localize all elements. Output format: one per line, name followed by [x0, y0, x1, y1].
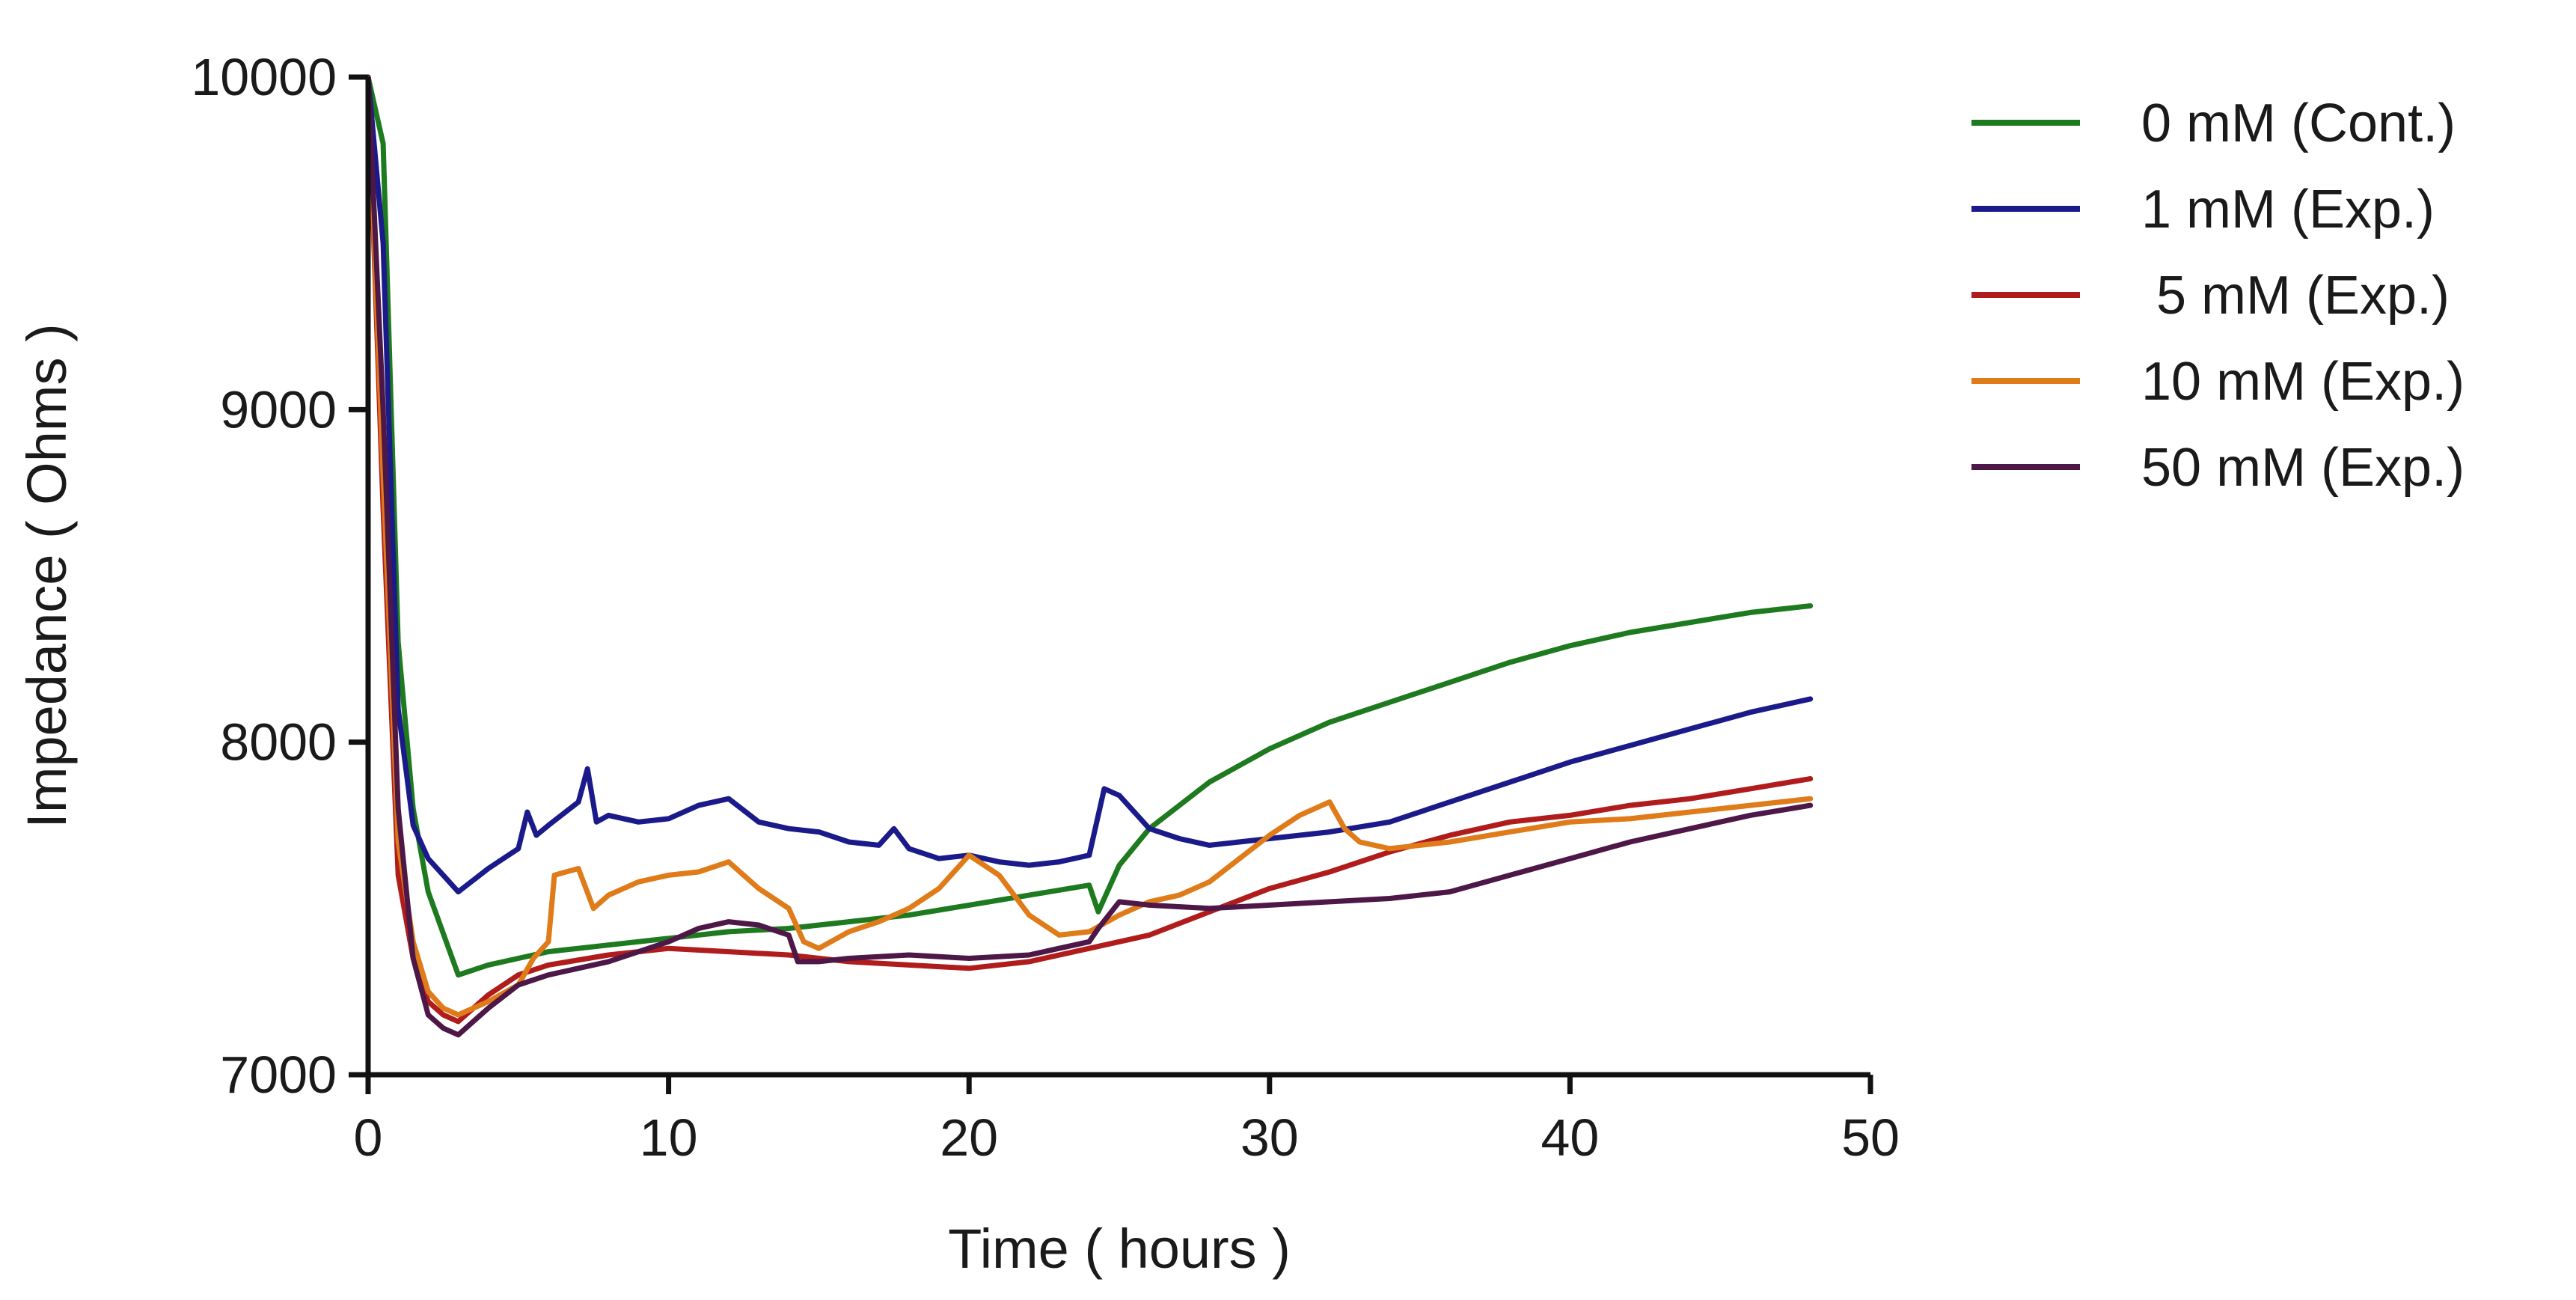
x-tick-label: 20 — [940, 1108, 998, 1167]
y-tick-label: 9000 — [220, 380, 337, 439]
y-tick-label: 8000 — [220, 713, 337, 772]
x-tick-label: 10 — [640, 1108, 698, 1167]
legend-item: 1 mM (Exp.) — [1971, 180, 2435, 239]
x-tick-label: 30 — [1240, 1108, 1299, 1167]
legend-item: 10 mM (Exp.) — [1971, 352, 2465, 412]
legend-item: 0 mM (Cont.) — [1971, 94, 2456, 153]
series-line-3 — [365, 74, 1814, 1018]
y-tick-label: 7000 — [220, 1046, 337, 1104]
y-tick-label: 10000 — [191, 48, 337, 106]
legend-label: 5 mM (Exp.) — [2141, 266, 2450, 326]
x-tick-label: 40 — [1541, 1108, 1599, 1167]
series-line-4 — [365, 74, 1814, 1038]
x-axis-title: Time ( hours ) — [948, 1218, 1291, 1280]
series-line-0 — [365, 74, 1814, 978]
legend-label: 1 mM (Exp.) — [2141, 180, 2435, 239]
x-axis-ticks: 0 10 20 30 40 50 — [354, 1075, 1900, 1167]
legend-label: 10 mM (Exp.) — [2141, 352, 2465, 412]
y-axis-ticks: 7000 8000 9000 10000 — [191, 48, 368, 1104]
legend-item: 50 mM (Exp.) — [1971, 438, 2465, 498]
plot-series-group — [365, 74, 1814, 1038]
legend-label: 50 mM (Exp.) — [2141, 438, 2465, 498]
series-line-2 — [365, 74, 1814, 1025]
axis-lines — [365, 77, 1870, 1078]
legend: 0 mM (Cont.) 1 mM (Exp.) 5 mM (Exp.) 10 mM… — [1971, 94, 2465, 498]
legend-label: 0 mM (Cont.) — [2141, 94, 2456, 153]
x-tick-label: 50 — [1841, 1108, 1900, 1167]
x-tick-label: 0 — [354, 1108, 383, 1167]
legend-item: 5 mM (Exp.) — [1971, 266, 2450, 326]
y-axis-title: Impedance ( Ohms ) — [16, 323, 78, 828]
series-line-1 — [365, 74, 1814, 895]
